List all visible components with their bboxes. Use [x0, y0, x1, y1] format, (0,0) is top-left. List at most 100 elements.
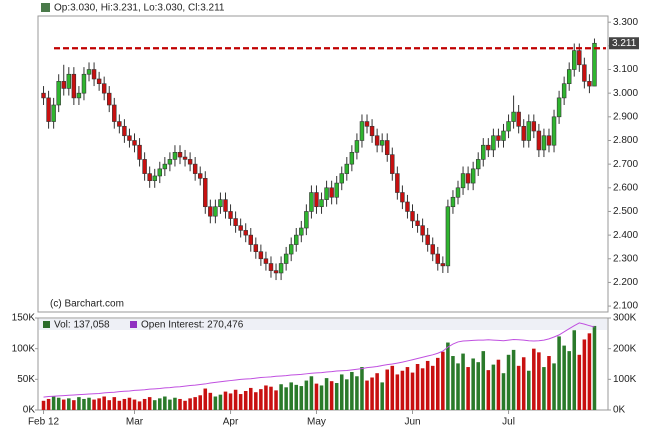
volume-bar [436, 357, 440, 410]
volume-bar [567, 351, 571, 410]
candle-body [481, 144, 486, 160]
candle-body [587, 81, 592, 87]
y-tick-label: 2.300 [613, 253, 638, 264]
candle-body [435, 253, 441, 264]
volume-bar [441, 351, 445, 410]
oi-tick-label: 300K [613, 313, 637, 324]
candle-body [238, 225, 243, 231]
volume-bar [491, 364, 496, 410]
volume-bar [345, 379, 349, 410]
candle-body [253, 244, 259, 252]
candle-body [162, 163, 168, 170]
volume-bar [410, 372, 415, 410]
last-price-label: 3.211 [612, 38, 637, 49]
candle-body [76, 92, 82, 99]
candle-body [182, 156, 188, 160]
volume-bar [203, 388, 208, 410]
volume-bar [314, 383, 319, 410]
candle-body [152, 175, 157, 182]
y-tick-label: 2.400 [613, 230, 638, 241]
candle-body [531, 121, 537, 132]
candle-body [309, 192, 314, 212]
last-price-box [609, 37, 639, 50]
candle-body [218, 199, 223, 208]
candle-body [112, 104, 117, 122]
volume-bar [218, 394, 223, 410]
volume-bar [451, 356, 455, 410]
candle-body [521, 125, 526, 141]
candle-body [299, 227, 304, 236]
candle-body [395, 173, 400, 193]
candle-body [577, 50, 582, 66]
volume-bar [481, 351, 486, 410]
candle-body [172, 152, 178, 160]
candle-body [278, 263, 284, 274]
candle-body [390, 154, 395, 174]
volume-bar [319, 385, 324, 410]
candle-body [213, 206, 218, 217]
candle-body [475, 159, 481, 170]
volume-bar [380, 382, 384, 410]
volume-bar [127, 397, 132, 410]
candle-body [96, 78, 102, 85]
volume-bar [97, 398, 101, 410]
volume-bar [446, 342, 450, 410]
candle-body [420, 225, 425, 236]
y-tick-label: 2.800 [613, 135, 638, 146]
candle-body [127, 135, 132, 141]
volume-bar [471, 358, 475, 410]
candle-body [592, 42, 597, 87]
candle-body [440, 263, 446, 267]
candle-body [511, 111, 516, 122]
candle-body [304, 211, 309, 229]
volume-bar [61, 399, 66, 410]
volume-bar [304, 380, 309, 410]
volume-tick-label: 100K [12, 343, 36, 354]
candle-body [486, 144, 491, 151]
candle-body [369, 125, 375, 137]
volume-bar [324, 378, 329, 410]
candle-body [192, 163, 198, 174]
volume-bar [516, 365, 521, 410]
candle-body [61, 81, 66, 89]
volume-bar [587, 333, 592, 410]
volume-bar [557, 336, 561, 410]
candle-body [157, 168, 163, 177]
candle-body [208, 206, 213, 217]
volume-bar [122, 398, 127, 410]
candle-body [385, 140, 390, 155]
x-tick-label: Apr [223, 417, 239, 428]
candle-body [354, 140, 360, 153]
volume-bar [72, 400, 76, 410]
volume-legend: Vol: 137,058 [54, 320, 110, 331]
candle-body [339, 173, 344, 184]
candle-body [465, 173, 471, 184]
y-tick-label: 3.100 [613, 64, 638, 75]
x-tick-label: Mar [126, 417, 144, 428]
volume-bar [163, 396, 167, 410]
y-tick-label: 3.000 [613, 88, 638, 99]
oi-tick-label: 200K [613, 343, 637, 354]
volume-bar [92, 399, 96, 410]
candle-body [364, 121, 370, 127]
candle-body [415, 220, 420, 226]
candle-body [496, 135, 501, 141]
volume-bar [582, 339, 587, 410]
volume-bar [289, 382, 293, 410]
volume-bar [107, 400, 112, 410]
volume-bar [56, 397, 61, 410]
candle-body [319, 199, 324, 208]
volume-bar [193, 397, 197, 410]
candle-body [263, 258, 269, 264]
candle-body [258, 251, 264, 260]
volume-bar [572, 330, 577, 410]
candle-body [243, 230, 248, 236]
x-tick-label: May [307, 417, 326, 428]
volume-bar [425, 360, 430, 410]
volume-bar [82, 398, 86, 410]
candle-body [314, 192, 319, 208]
volume-bar [547, 356, 551, 410]
candle-body [566, 69, 572, 85]
candle-body [142, 159, 147, 174]
candle-body [561, 83, 567, 99]
